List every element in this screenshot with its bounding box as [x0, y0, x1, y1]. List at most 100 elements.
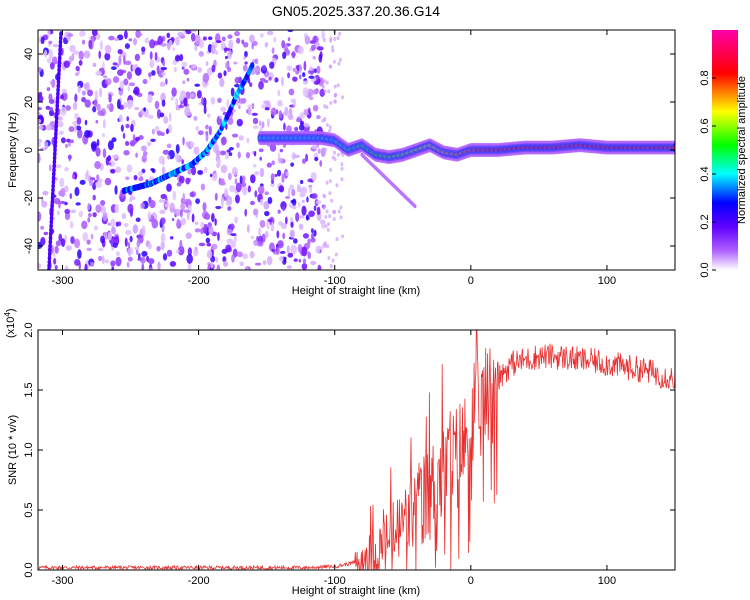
spectrogram-cell [42, 190, 49, 196]
spectrogram-cell [201, 96, 204, 105]
spectrogram-cell [118, 114, 123, 123]
spectrogram-cell [233, 234, 237, 243]
spectrogram-cell [261, 104, 266, 109]
spectrogram-cell [268, 76, 272, 81]
spectrogram-cell [281, 40, 286, 49]
x-tick-label: -200 [188, 575, 210, 587]
spectrogram-cell [123, 149, 130, 156]
spectrogram-cell [298, 64, 302, 74]
spectrogram-cell [308, 96, 314, 101]
spectrogram-cell [71, 174, 76, 180]
spectrogram-cell [292, 198, 297, 206]
spectrogram-cell [176, 182, 182, 187]
spectrogram-cell [224, 55, 229, 60]
spectrogram-cell [325, 180, 329, 185]
spectrogram-cell [339, 215, 343, 220]
spectrogram-cell [181, 66, 185, 70]
spectrogram-cell [58, 233, 63, 242]
spectrogram-cell [191, 213, 195, 223]
spectrogram-cell [84, 263, 88, 270]
spectrogram-cell [59, 177, 65, 188]
spectrogram-cell [231, 254, 235, 263]
spectrogram-cell [52, 44, 59, 48]
spectrogram-cell [187, 263, 192, 270]
spectrogram-cell [321, 30, 326, 40]
spectrogram-cell [87, 202, 91, 211]
spectrogram-cell [326, 227, 330, 232]
spectrogram-cell [277, 101, 283, 107]
spectrogram-cell [72, 50, 80, 55]
spectrogram-cell [308, 75, 315, 79]
spectrogram-cell [38, 95, 44, 103]
spectrogram-cell [337, 61, 341, 66]
spectrogram-cell [211, 173, 218, 182]
spectrogram-cell [183, 68, 190, 75]
spectrogram-cell [111, 154, 119, 159]
spectrogram-cell [40, 225, 45, 230]
spectrogram-cell [178, 175, 185, 184]
spectrogram-cell [302, 233, 310, 239]
spectrogram-cell [211, 212, 215, 223]
spectrogram-cell [44, 141, 49, 150]
spectrogram-cell [219, 182, 226, 186]
spectrogram-cell [311, 193, 318, 199]
spectrogram-cell [327, 89, 331, 94]
spectrogram-cell [107, 140, 114, 151]
spectrogram-cell [266, 118, 270, 128]
snr-series-line [38, 330, 675, 570]
spectrogram-cell [141, 250, 148, 257]
spectrogram-cell [194, 34, 201, 45]
spectrogram-cell [313, 80, 320, 85]
spectrogram-cell [198, 50, 204, 57]
spectrogram-cell [177, 31, 184, 37]
spectrogram-cell [301, 199, 305, 203]
spectrogram-cell [47, 30, 51, 38]
spectrogram-cell [165, 78, 168, 85]
spectrogram-cell [128, 38, 133, 42]
y-tick-label: 20 [23, 96, 35, 108]
spectrogram-cell [257, 185, 265, 194]
spectrogram-cell [292, 67, 296, 72]
snr-x-ticks: -300 -200 -100 0 100 [51, 330, 616, 587]
spectrogram-cell [156, 130, 162, 136]
spectrogram-cell [253, 239, 259, 246]
spectrogram-cell [295, 212, 300, 222]
spectrogram-cell [179, 53, 184, 62]
spectrogram-cell [126, 164, 133, 173]
spectrogram-cell [266, 162, 272, 168]
spectrogram-cell [244, 50, 248, 58]
spectrogram-cell [115, 251, 121, 257]
spectrogram-cell [295, 70, 300, 75]
spectrogram-cell [122, 132, 126, 139]
spectrogram-cell [58, 130, 64, 136]
spectrogram-cell [317, 148, 321, 154]
spectrogram-cell [315, 245, 321, 254]
spectrogram-cell [290, 244, 297, 255]
spectrogram-cell [227, 172, 232, 181]
spectrogram-cell [285, 216, 288, 225]
spectrogram-cell [252, 125, 259, 129]
spectrogram-cell [138, 176, 144, 182]
spectrogram-cell [259, 32, 264, 38]
spectrogram-cell [129, 235, 133, 243]
spectrogram-cell [92, 62, 97, 68]
spectrogram-cell [214, 218, 217, 226]
spectrogram-cell [230, 241, 236, 248]
spectrogram-cell [311, 232, 315, 240]
spectrogram-cell [174, 208, 181, 217]
spectrogram-cell [189, 92, 195, 99]
spectrogram-cell [111, 226, 116, 235]
spectrogram-cell [278, 110, 283, 119]
spectrogram-cell [223, 260, 229, 267]
spectrogram-cell [288, 88, 295, 96]
spectrogram-cell [254, 171, 260, 176]
spectrogram-cell [234, 216, 239, 224]
spectrogram-cell [195, 198, 201, 204]
spectrogram-cell [166, 143, 172, 149]
spectrogram-cell [92, 194, 96, 201]
colorbar-label: Normalized spectral amplitude [736, 76, 748, 224]
spectrogram-cell [93, 225, 99, 231]
spectrogram-cell [189, 191, 195, 198]
spectrogram-cell [296, 118, 301, 123]
spectrogram-cell [220, 164, 228, 174]
